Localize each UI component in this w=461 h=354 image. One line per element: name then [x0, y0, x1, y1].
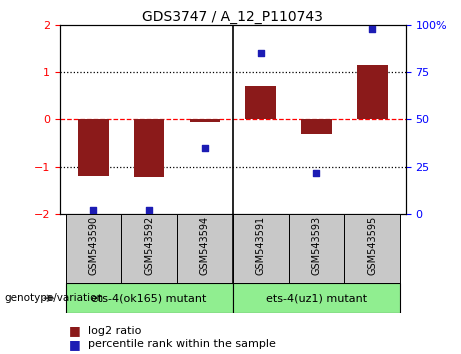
- Text: GSM543591: GSM543591: [256, 216, 266, 275]
- Text: log2 ratio: log2 ratio: [88, 326, 141, 336]
- Text: GSM543592: GSM543592: [144, 216, 154, 275]
- Bar: [357, 65, 388, 119]
- Point: [257, 50, 264, 56]
- Text: GSM543593: GSM543593: [312, 216, 321, 275]
- Bar: [134, 119, 165, 177]
- Text: GSM543594: GSM543594: [200, 216, 210, 275]
- Bar: [301, 119, 332, 134]
- Text: ets-4(uz1) mutant: ets-4(uz1) mutant: [266, 293, 367, 303]
- Title: GDS3747 / A_12_P110743: GDS3747 / A_12_P110743: [142, 10, 323, 24]
- Point: [201, 145, 209, 151]
- Text: GSM543595: GSM543595: [367, 216, 377, 275]
- Text: ■: ■: [69, 338, 81, 350]
- Text: genotype/variation: genotype/variation: [5, 293, 104, 303]
- Bar: [78, 119, 109, 176]
- Bar: [289, 214, 344, 283]
- Text: percentile rank within the sample: percentile rank within the sample: [88, 339, 276, 349]
- Point: [90, 207, 97, 213]
- Bar: [344, 214, 400, 283]
- Point: [313, 170, 320, 175]
- Text: ■: ■: [69, 325, 81, 337]
- Bar: [177, 214, 233, 283]
- Bar: [65, 283, 233, 313]
- Bar: [65, 214, 121, 283]
- Text: GSM543590: GSM543590: [89, 216, 98, 275]
- Bar: [233, 283, 400, 313]
- Text: ets-4(ok165) mutant: ets-4(ok165) mutant: [91, 293, 207, 303]
- Point: [146, 207, 153, 213]
- Bar: [245, 86, 276, 119]
- Bar: [121, 214, 177, 283]
- Bar: [189, 119, 220, 122]
- Point: [368, 26, 376, 32]
- Bar: [233, 214, 289, 283]
